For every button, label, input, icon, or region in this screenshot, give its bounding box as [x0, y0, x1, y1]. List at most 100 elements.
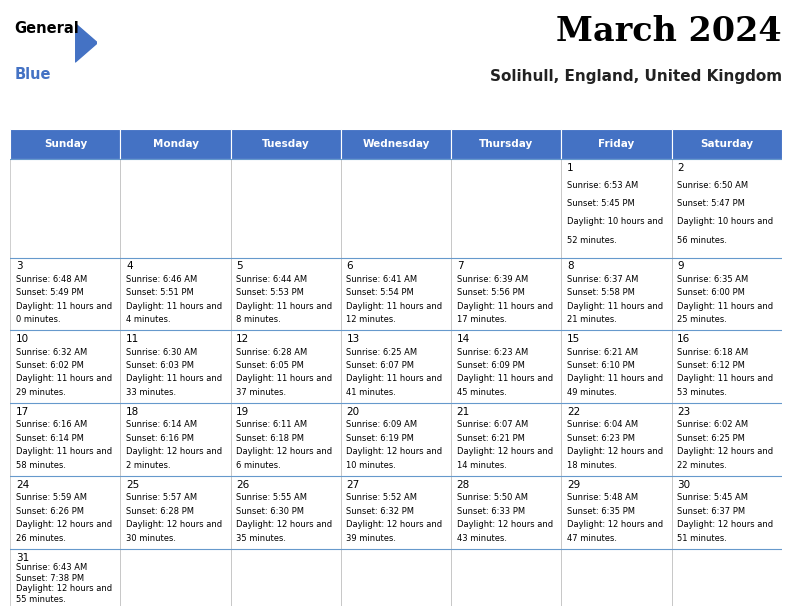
- Bar: [230, 258, 341, 330]
- Text: Daylight: 11 hours and: Daylight: 11 hours and: [567, 375, 663, 384]
- Text: Sunrise: 6:23 AM: Sunrise: 6:23 AM: [457, 348, 527, 357]
- Text: 26: 26: [236, 480, 249, 490]
- Text: Daylight: 10 hours and: Daylight: 10 hours and: [567, 217, 663, 226]
- Text: 17 minutes.: 17 minutes.: [457, 315, 507, 324]
- Text: Sunset: 6:19 PM: Sunset: 6:19 PM: [346, 434, 414, 443]
- Text: 1: 1: [567, 163, 573, 173]
- Text: Sunset: 7:38 PM: Sunset: 7:38 PM: [16, 573, 84, 583]
- Bar: [120, 330, 230, 403]
- Text: Sunset: 6:03 PM: Sunset: 6:03 PM: [126, 361, 194, 370]
- Text: 30 minutes.: 30 minutes.: [126, 534, 176, 543]
- Text: Daylight: 12 hours and: Daylight: 12 hours and: [677, 447, 773, 457]
- Text: Daylight: 11 hours and: Daylight: 11 hours and: [126, 375, 222, 384]
- Bar: [672, 549, 782, 606]
- Bar: [562, 129, 672, 159]
- Bar: [230, 330, 341, 403]
- Text: 29: 29: [567, 480, 580, 490]
- Text: Sunset: 5:49 PM: Sunset: 5:49 PM: [16, 288, 84, 297]
- Text: Daylight: 11 hours and: Daylight: 11 hours and: [677, 302, 773, 311]
- Text: Sunset: 6:09 PM: Sunset: 6:09 PM: [457, 361, 524, 370]
- Text: Sunset: 6:18 PM: Sunset: 6:18 PM: [236, 434, 304, 443]
- Bar: [120, 403, 230, 476]
- Text: Sunset: 6:28 PM: Sunset: 6:28 PM: [126, 507, 194, 516]
- Text: Daylight: 11 hours and: Daylight: 11 hours and: [677, 375, 773, 384]
- Text: 20: 20: [346, 407, 360, 417]
- Text: 13: 13: [346, 334, 360, 344]
- Text: 0 minutes.: 0 minutes.: [16, 315, 60, 324]
- Text: Daylight: 12 hours and: Daylight: 12 hours and: [236, 520, 333, 529]
- Text: Sunset: 6:26 PM: Sunset: 6:26 PM: [16, 507, 84, 516]
- Text: Wednesday: Wednesday: [362, 139, 430, 149]
- Bar: [120, 159, 230, 258]
- Text: 6: 6: [346, 261, 353, 271]
- Text: Sunset: 5:47 PM: Sunset: 5:47 PM: [677, 199, 745, 208]
- Text: 24: 24: [16, 480, 29, 490]
- Text: Sunset: 6:07 PM: Sunset: 6:07 PM: [346, 361, 414, 370]
- Text: 25: 25: [126, 480, 139, 490]
- Bar: [10, 476, 120, 549]
- Text: Daylight: 10 hours and: Daylight: 10 hours and: [677, 217, 773, 226]
- Text: Sunrise: 6:07 AM: Sunrise: 6:07 AM: [457, 420, 527, 430]
- Text: 51 minutes.: 51 minutes.: [677, 534, 727, 543]
- Text: 17: 17: [16, 407, 29, 417]
- Text: Daylight: 12 hours and: Daylight: 12 hours and: [346, 520, 443, 529]
- Text: 12: 12: [236, 334, 249, 344]
- Text: Daylight: 12 hours and: Daylight: 12 hours and: [236, 447, 333, 457]
- Text: Sunset: 6:21 PM: Sunset: 6:21 PM: [457, 434, 524, 443]
- Text: Sunset: 6:14 PM: Sunset: 6:14 PM: [16, 434, 84, 443]
- Text: Daylight: 12 hours and: Daylight: 12 hours and: [457, 447, 553, 457]
- Text: Daylight: 11 hours and: Daylight: 11 hours and: [236, 302, 333, 311]
- Text: Sunset: 6:12 PM: Sunset: 6:12 PM: [677, 361, 745, 370]
- Bar: [10, 258, 120, 330]
- Text: Sunrise: 6:30 AM: Sunrise: 6:30 AM: [126, 348, 197, 357]
- Text: Sunset: 5:58 PM: Sunset: 5:58 PM: [567, 288, 634, 297]
- Text: General: General: [14, 21, 79, 37]
- Text: Daylight: 12 hours and: Daylight: 12 hours and: [677, 520, 773, 529]
- Text: March 2024: March 2024: [556, 15, 782, 48]
- Text: Blue: Blue: [14, 67, 51, 83]
- Bar: [451, 159, 562, 258]
- Text: 43 minutes.: 43 minutes.: [457, 534, 507, 543]
- Bar: [672, 403, 782, 476]
- Text: 45 minutes.: 45 minutes.: [457, 388, 507, 397]
- Text: Sunrise: 6:11 AM: Sunrise: 6:11 AM: [236, 420, 307, 430]
- Text: Daylight: 11 hours and: Daylight: 11 hours and: [126, 302, 222, 311]
- Text: 9: 9: [677, 261, 683, 271]
- Text: Sunrise: 6:44 AM: Sunrise: 6:44 AM: [236, 275, 307, 283]
- Text: 56 minutes.: 56 minutes.: [677, 236, 727, 245]
- Text: 41 minutes.: 41 minutes.: [346, 388, 396, 397]
- Text: 2: 2: [677, 163, 683, 173]
- Text: Sunrise: 5:45 AM: Sunrise: 5:45 AM: [677, 493, 748, 502]
- Bar: [120, 129, 230, 159]
- Bar: [562, 476, 672, 549]
- Text: Sunset: 6:33 PM: Sunset: 6:33 PM: [457, 507, 525, 516]
- Text: Daylight: 12 hours and: Daylight: 12 hours and: [457, 520, 553, 529]
- Text: 7: 7: [457, 261, 463, 271]
- Bar: [451, 330, 562, 403]
- Text: 8: 8: [567, 261, 573, 271]
- Text: 22 minutes.: 22 minutes.: [677, 461, 727, 470]
- Text: Sunrise: 5:55 AM: Sunrise: 5:55 AM: [236, 493, 307, 502]
- Text: Thursday: Thursday: [479, 139, 533, 149]
- Text: 8 minutes.: 8 minutes.: [236, 315, 281, 324]
- Text: 5: 5: [236, 261, 243, 271]
- Text: Sunrise: 6:43 AM: Sunrise: 6:43 AM: [16, 563, 87, 572]
- Text: Sunrise: 6:18 AM: Sunrise: 6:18 AM: [677, 348, 748, 357]
- Text: Sunset: 6:37 PM: Sunset: 6:37 PM: [677, 507, 745, 516]
- Text: 10 minutes.: 10 minutes.: [346, 461, 396, 470]
- Bar: [10, 549, 120, 606]
- Text: 29 minutes.: 29 minutes.: [16, 388, 66, 397]
- Text: Sunrise: 6:48 AM: Sunrise: 6:48 AM: [16, 275, 87, 283]
- Bar: [10, 159, 120, 258]
- Text: Sunrise: 6:32 AM: Sunrise: 6:32 AM: [16, 348, 87, 357]
- Bar: [341, 258, 451, 330]
- Text: 15: 15: [567, 334, 580, 344]
- Text: Sunset: 6:10 PM: Sunset: 6:10 PM: [567, 361, 634, 370]
- Bar: [672, 258, 782, 330]
- Text: 55 minutes.: 55 minutes.: [16, 595, 66, 604]
- Bar: [341, 403, 451, 476]
- Bar: [10, 330, 120, 403]
- Text: 39 minutes.: 39 minutes.: [346, 534, 397, 543]
- Text: Sunset: 5:53 PM: Sunset: 5:53 PM: [236, 288, 304, 297]
- Text: Sunset: 6:30 PM: Sunset: 6:30 PM: [236, 507, 304, 516]
